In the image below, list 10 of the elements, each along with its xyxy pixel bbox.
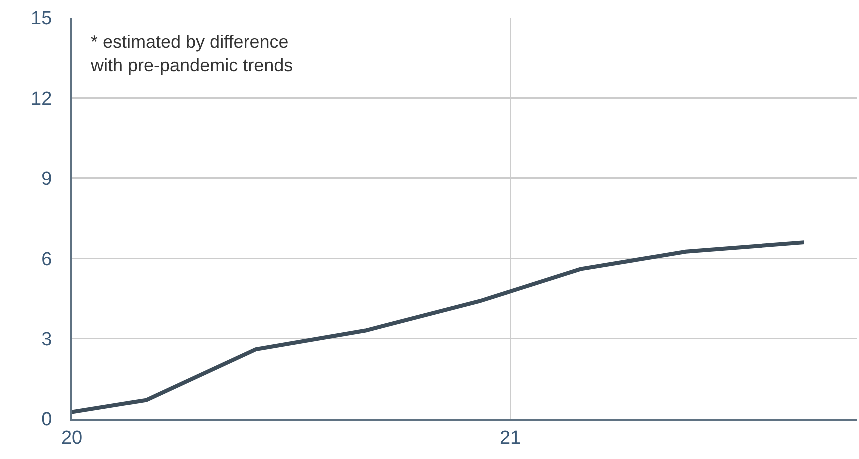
y-tick-label: 15 bbox=[31, 8, 52, 30]
y-tick-label: 9 bbox=[42, 169, 52, 190]
line-series bbox=[72, 240, 806, 414]
y-tick-label: 0 bbox=[42, 410, 52, 431]
annotation: * estimated by difference with pre-pandemic trends bbox=[90, 32, 294, 76]
x-tick-label: 21 bbox=[500, 428, 522, 449]
x-tick-label: 20 bbox=[61, 428, 83, 449]
y-tick-label: 6 bbox=[42, 249, 52, 270]
y-tick-label: 12 bbox=[31, 88, 52, 110]
y-tick-label: 3 bbox=[42, 329, 52, 350]
